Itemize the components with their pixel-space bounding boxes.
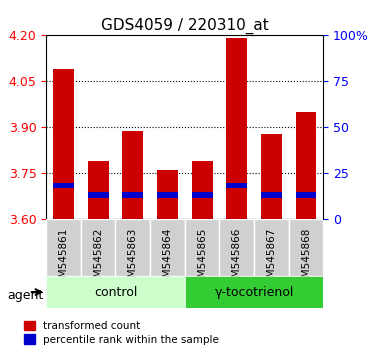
Text: agent: agent bbox=[8, 289, 44, 302]
Bar bbox=[192, 192, 213, 198]
Bar bbox=[53, 69, 74, 219]
Bar bbox=[226, 39, 247, 219]
Bar bbox=[192, 161, 213, 219]
FancyBboxPatch shape bbox=[46, 276, 185, 308]
Text: GSM545866: GSM545866 bbox=[232, 228, 242, 291]
Text: GSM545861: GSM545861 bbox=[59, 228, 69, 291]
Text: GSM545864: GSM545864 bbox=[162, 228, 172, 291]
Bar bbox=[122, 192, 143, 198]
Bar bbox=[53, 183, 74, 188]
FancyBboxPatch shape bbox=[185, 219, 219, 276]
FancyBboxPatch shape bbox=[81, 219, 116, 276]
FancyBboxPatch shape bbox=[185, 276, 323, 308]
FancyBboxPatch shape bbox=[289, 219, 323, 276]
Bar bbox=[88, 192, 109, 198]
Bar bbox=[226, 183, 247, 188]
Title: GDS4059 / 220310_at: GDS4059 / 220310_at bbox=[101, 18, 269, 34]
FancyBboxPatch shape bbox=[116, 219, 150, 276]
Text: γ-tocotrienol: γ-tocotrienol bbox=[214, 286, 294, 298]
Text: GSM545868: GSM545868 bbox=[301, 228, 311, 291]
Text: GSM545865: GSM545865 bbox=[197, 228, 207, 291]
FancyBboxPatch shape bbox=[254, 219, 289, 276]
Bar bbox=[157, 192, 178, 198]
Text: control: control bbox=[94, 286, 137, 298]
Bar bbox=[296, 112, 316, 219]
Bar bbox=[261, 192, 282, 198]
FancyBboxPatch shape bbox=[150, 219, 185, 276]
FancyBboxPatch shape bbox=[219, 219, 254, 276]
Text: GSM545862: GSM545862 bbox=[93, 228, 103, 291]
Bar bbox=[88, 161, 109, 219]
Bar bbox=[296, 192, 316, 198]
Legend: transformed count, percentile rank within the sample: transformed count, percentile rank withi… bbox=[25, 321, 219, 344]
Bar bbox=[157, 170, 178, 219]
FancyBboxPatch shape bbox=[46, 219, 81, 276]
Bar bbox=[261, 133, 282, 219]
Bar bbox=[122, 131, 143, 219]
Text: GSM545867: GSM545867 bbox=[266, 228, 276, 291]
Text: GSM545863: GSM545863 bbox=[128, 228, 138, 291]
